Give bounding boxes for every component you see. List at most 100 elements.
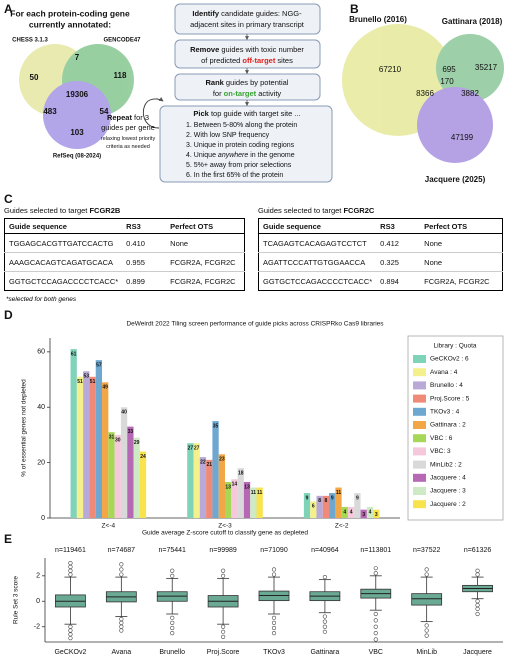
criterion: 1. Between 5-80% along the protein bbox=[186, 122, 297, 129]
bar bbox=[231, 479, 238, 518]
text-segment: on-target bbox=[224, 89, 257, 98]
legend-label: MinLib2 : 2 bbox=[430, 461, 462, 468]
outlier bbox=[221, 624, 226, 629]
table-caption: Guides selected to target FCGR2B bbox=[4, 206, 245, 215]
outlier bbox=[424, 628, 429, 633]
outlier bbox=[68, 632, 73, 637]
outlier bbox=[271, 567, 277, 572]
legend-label: Jacquere : 2 bbox=[430, 501, 466, 508]
data-label: 3 bbox=[362, 512, 365, 518]
repeat-note: relaxing lowest priority bbox=[101, 136, 156, 142]
header-row: Guide sequence RS3 Perfect OTS bbox=[258, 218, 503, 234]
outlier bbox=[373, 630, 378, 636]
outlier bbox=[68, 564, 73, 570]
text-segment: Rank bbox=[206, 78, 225, 87]
outlier bbox=[322, 629, 327, 634]
text-segment: Pick bbox=[193, 109, 209, 118]
table-cell: AAAGCACAGTCAGATGCACA bbox=[4, 252, 123, 272]
step-text: of predicted off-target sites bbox=[201, 56, 293, 65]
text-segment: 6. In the first 65% of the protein bbox=[186, 172, 283, 179]
data-label: 33 bbox=[128, 429, 134, 435]
bar bbox=[206, 459, 213, 518]
data-label: 61 bbox=[71, 351, 77, 357]
outlier bbox=[221, 568, 226, 573]
n-label: n=119461 bbox=[55, 547, 86, 554]
data-label: 13 bbox=[244, 484, 250, 490]
x-tick-label: Brunello bbox=[159, 649, 185, 656]
region-count: 35217 bbox=[475, 63, 498, 72]
bar bbox=[250, 487, 257, 518]
region-count: 103 bbox=[70, 128, 84, 137]
text-segment: Identify bbox=[192, 9, 219, 18]
outlier bbox=[475, 572, 480, 577]
data-label: 6 bbox=[312, 504, 315, 510]
venn-circle bbox=[436, 34, 504, 102]
step-text: for on-target activity bbox=[213, 89, 282, 98]
text-segment: guides with toxic number bbox=[219, 45, 304, 54]
bar bbox=[199, 457, 207, 518]
outlier bbox=[322, 614, 327, 619]
header-cell: RS3 bbox=[376, 218, 421, 234]
x-axis-label: Guide average Z-score cutoff to classify… bbox=[142, 530, 308, 537]
data-label: 21 bbox=[206, 462, 212, 468]
bar bbox=[303, 493, 311, 518]
n-label: n=71090 bbox=[260, 547, 288, 554]
text-segment: 2. With low SNP frequency bbox=[186, 132, 270, 139]
legend-label: Jacquere : 4 bbox=[430, 475, 466, 482]
text-segment: activity bbox=[256, 89, 281, 98]
bar bbox=[193, 443, 200, 518]
set-label: CHESS 3.1.3 bbox=[12, 38, 48, 44]
bar bbox=[310, 501, 317, 518]
bar bbox=[316, 495, 323, 518]
outlier bbox=[373, 624, 378, 629]
outlier bbox=[271, 572, 277, 577]
n-label: n=75441 bbox=[158, 547, 186, 554]
outlier bbox=[119, 628, 124, 633]
y-axis-label: Rule Set 3 score bbox=[13, 576, 20, 624]
outlier bbox=[221, 629, 226, 634]
repeat-arrow bbox=[142, 97, 164, 129]
header-cell: Guide sequence bbox=[4, 218, 123, 234]
table-cell: 0.894 bbox=[376, 271, 421, 291]
outlier bbox=[68, 572, 73, 577]
region-count: 54 bbox=[100, 107, 109, 116]
table-row: TCAGAGTCACAGAGTCCTCT 0.412 None bbox=[258, 233, 503, 253]
legend-swatch bbox=[413, 434, 426, 443]
data-label: 30 bbox=[115, 437, 121, 443]
outlier bbox=[475, 606, 480, 612]
data-label: 22 bbox=[200, 459, 206, 465]
header-cell: Perfect OTS bbox=[166, 218, 245, 234]
text-segment: anywhere bbox=[218, 152, 248, 159]
data-label: 40 bbox=[121, 410, 127, 416]
x-tick-label: GeCKOv2 bbox=[54, 649, 86, 656]
outlier bbox=[424, 567, 429, 572]
outlier bbox=[373, 571, 378, 576]
venn-circle bbox=[417, 87, 493, 163]
table-block: Guides selected to target FCGR2B Guide se… bbox=[4, 206, 245, 291]
text-segment: of predicted bbox=[201, 56, 242, 65]
outlier bbox=[170, 615, 175, 620]
outlier bbox=[119, 616, 124, 622]
table-block: Guides selected to target FCGR2C Guide se… bbox=[258, 206, 503, 291]
bar bbox=[120, 407, 128, 518]
outlier bbox=[221, 634, 226, 640]
legend-swatch bbox=[413, 487, 426, 495]
data-label: 11 bbox=[257, 490, 263, 496]
region-count: 67210 bbox=[379, 65, 402, 74]
table-cell: GGTGCTCCAGACCCCTCACC* bbox=[4, 271, 123, 291]
legend-label: TKOv3 : 4 bbox=[430, 409, 460, 416]
footnote: *selected for both genes bbox=[6, 296, 77, 303]
legend-label: VBC: 3 bbox=[430, 448, 451, 455]
caption-segment: Guides selected to target bbox=[4, 206, 90, 215]
step-text: Rank guides by potential bbox=[206, 78, 289, 87]
data-label: 3 bbox=[375, 512, 378, 518]
y-tick-label: 60 bbox=[37, 349, 45, 356]
text-segment: guides per gene bbox=[101, 123, 155, 132]
data-label: 53 bbox=[84, 374, 90, 380]
region-count: 7 bbox=[75, 53, 80, 62]
table-row: GGTGCTCCAGACCCCTCACC* 0.894 FCGR2A, FCGR2C bbox=[258, 271, 503, 291]
legend-label: Brunello : 4 bbox=[430, 382, 463, 389]
table-row: TGGAGCACGTTGATCCACTG 0.410 None bbox=[4, 233, 245, 253]
data-label: 11 bbox=[336, 490, 342, 496]
